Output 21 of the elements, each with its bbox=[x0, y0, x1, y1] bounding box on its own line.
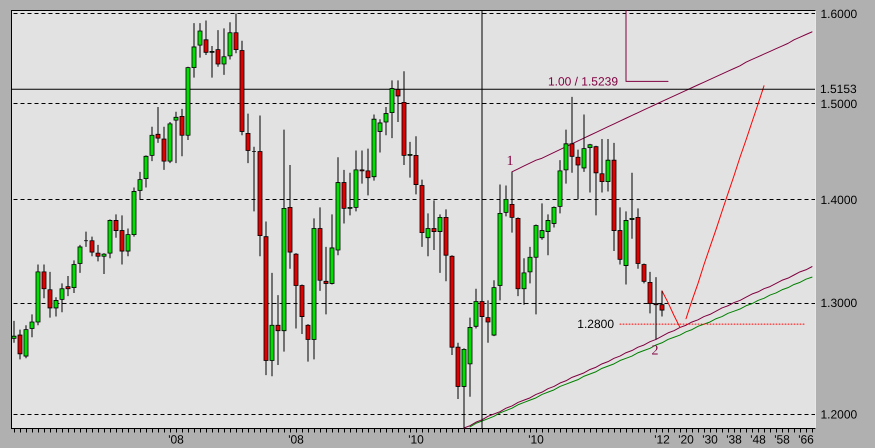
x-tick-label: '10 bbox=[528, 432, 544, 446]
x-tick-label: '12 bbox=[654, 432, 670, 446]
annotation: 1.2800 bbox=[577, 317, 614, 332]
x-tick-label: '20 bbox=[678, 432, 694, 446]
x-tick-label: '58 bbox=[774, 432, 790, 446]
y-tick-label: 1.2000 bbox=[820, 408, 858, 422]
x-tick-label: '08 bbox=[168, 432, 184, 446]
y-tick-label: 1.5000 bbox=[820, 96, 858, 111]
x-tick-label: '30 bbox=[702, 432, 718, 446]
ref-line-label: 1.5153 bbox=[820, 82, 858, 96]
annotation: 1 bbox=[506, 154, 514, 169]
y-tick-label: 1.6000 bbox=[820, 6, 858, 21]
x-tick-label: '48 bbox=[750, 432, 766, 446]
x-tick-label: '10 bbox=[408, 432, 424, 446]
x-tick-label: '08 bbox=[288, 432, 304, 446]
y-tick-label: 1.4000 bbox=[820, 192, 858, 207]
y-tick-label: 1.3000 bbox=[820, 296, 858, 310]
annotation: 1.00 / 1.5239 bbox=[548, 74, 618, 88]
x-tick-label: '66 bbox=[798, 432, 814, 446]
x-tick-label: '38 bbox=[726, 432, 742, 446]
annotation: 2 bbox=[652, 343, 658, 358]
